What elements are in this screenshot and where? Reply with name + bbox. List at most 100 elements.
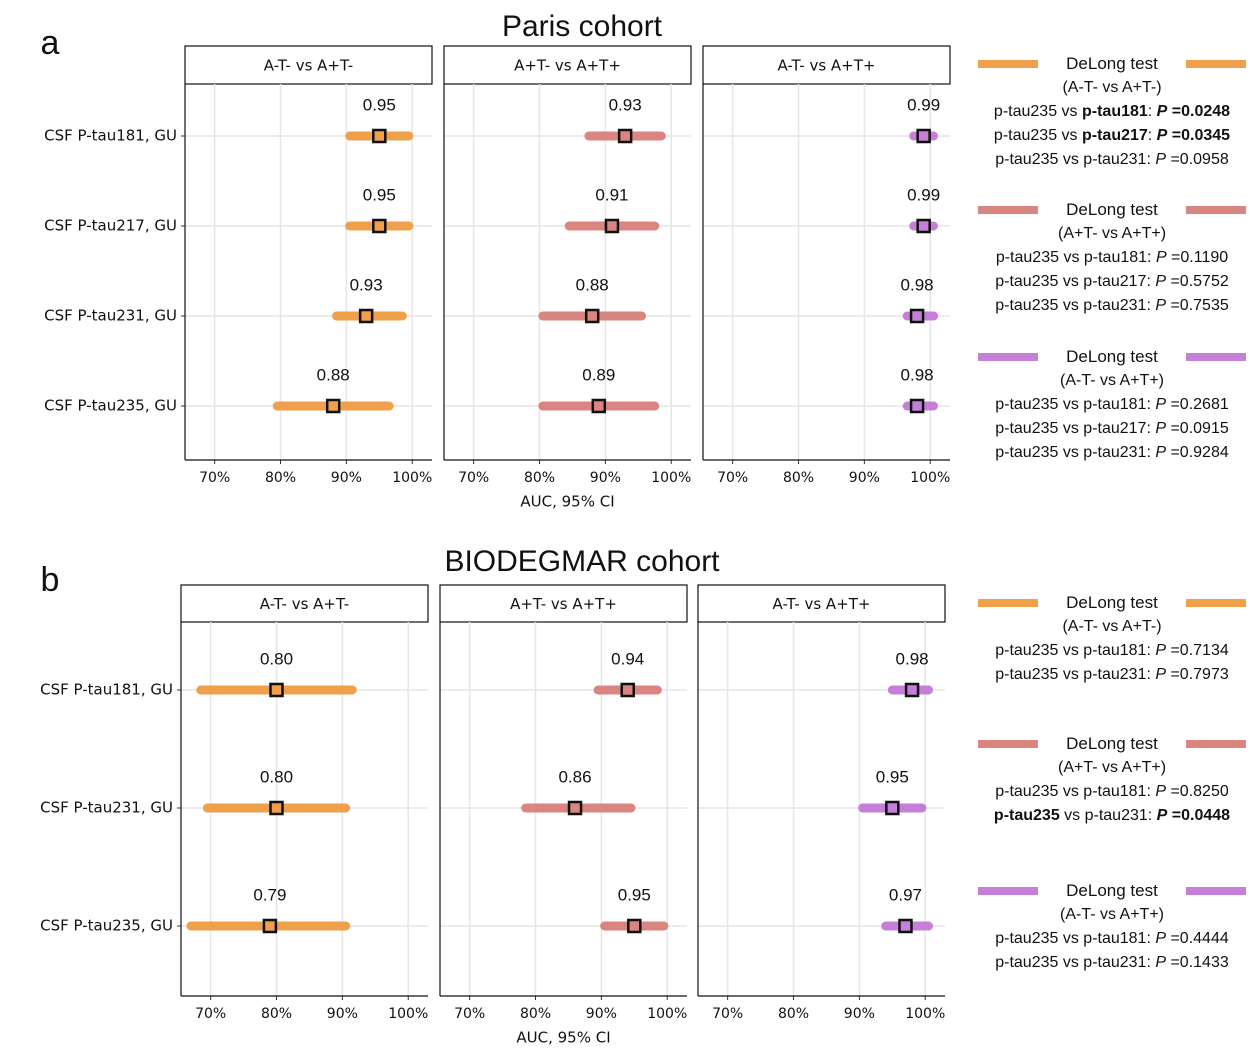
legend-swatch [1186, 599, 1246, 607]
test-row: p-tau235 vs p-tau217: P =0.0345 [978, 124, 1246, 148]
text: =0.7134 [1166, 642, 1229, 659]
test-block: DeLong test (A-T- vs A+T+) p-tau235 vs p-t… [978, 879, 1246, 975]
text: =0.1190 [1166, 249, 1229, 266]
point [269, 800, 284, 816]
test-header: DeLong test [978, 879, 1246, 903]
x-tick-label: 70% [454, 1006, 485, 1022]
text: p-tau235 vs [993, 127, 1082, 144]
row-label: CSF P-tau231, GU [40, 799, 173, 817]
x-tick-label: 70% [195, 1006, 226, 1022]
legend-swatch [1186, 740, 1246, 748]
legend-swatch [978, 887, 1038, 895]
row-label: CSF P-tau231, GU [44, 307, 177, 325]
text: =0.4444 [1166, 930, 1229, 947]
point [372, 128, 387, 144]
strip-title: A-T- vs A+T- [260, 595, 349, 613]
text: p-tau235 vs p-tau181: [995, 642, 1156, 659]
x-tick-label: 100% [388, 1006, 428, 1022]
text: =0.7535 [1166, 297, 1229, 314]
strip [702, 45, 951, 85]
x-tick-label: 70% [199, 470, 230, 486]
strip [439, 584, 688, 623]
value-label: 0.98 [896, 649, 929, 668]
legend-swatch [1186, 353, 1246, 361]
legend-swatch [978, 206, 1038, 214]
value-label: 0.93 [350, 275, 383, 294]
legend-swatch [978, 599, 1038, 607]
value-label: 0.80 [260, 767, 293, 786]
text: P [1155, 249, 1167, 266]
strip-title: A+T- vs A+T+ [514, 57, 621, 75]
text: P [1155, 273, 1167, 290]
legend-swatch [978, 353, 1038, 361]
text: p-tau181 [1081, 103, 1148, 120]
test-subtitle: (A+T- vs A+T+) [1057, 759, 1167, 776]
cohort-title: Paris cohort [502, 10, 663, 43]
point [604, 218, 620, 234]
row-label: CSF P-tau235, GU [44, 397, 177, 415]
strip [443, 45, 692, 85]
x-tick-label: 70% [717, 470, 748, 486]
text: =0.0345 [1167, 127, 1231, 144]
test-row: p-tau235 vs p-tau181: P =0.1190 [978, 246, 1246, 270]
text: =0.7973 [1166, 666, 1229, 683]
text: : [1147, 103, 1157, 120]
text: p-tau217 [1081, 127, 1148, 144]
strip-title: A-T- vs A+T+ [773, 595, 871, 613]
text: P [1155, 444, 1167, 461]
value-label: 0.95 [876, 767, 909, 786]
text: =0.2681 [1166, 396, 1229, 413]
text: p-tau235 vs p-tau231: [995, 444, 1156, 461]
x-tick-label: 80% [783, 470, 814, 486]
text: =0.0448 [1167, 807, 1231, 824]
x-tick-label: 80% [520, 1006, 551, 1022]
point [909, 398, 925, 414]
text: =0.5752 [1166, 273, 1229, 290]
test-title: DeLong test [1066, 734, 1158, 753]
point [262, 918, 278, 934]
test-title: DeLong test [1066, 200, 1158, 219]
point [372, 218, 387, 234]
value-label: 0.93 [609, 95, 642, 114]
x-tick-label: 100% [647, 1006, 687, 1022]
strip [697, 584, 946, 623]
test-title: DeLong test [1066, 347, 1158, 366]
test-row: p-tau235 vs p-tau181: P =0.7134 [978, 639, 1246, 663]
value-label: 0.86 [558, 767, 591, 786]
x-tick-label: 90% [327, 1006, 358, 1022]
text: P [1156, 103, 1168, 120]
x-tick-label: 70% [458, 470, 489, 486]
point [898, 918, 913, 934]
text: P [1155, 420, 1167, 437]
x-tick-label: 100% [392, 470, 432, 486]
point [358, 308, 374, 324]
test-row: p-tau235 vs p-tau181: P =0.2681 [978, 393, 1246, 417]
test-header: DeLong test [978, 198, 1246, 222]
legend-swatch [1186, 60, 1246, 68]
value-label: 0.88 [317, 365, 350, 384]
test-title: DeLong test [1066, 593, 1158, 612]
x-axis-label: AUC, 95% CI [520, 493, 614, 511]
text: =0.8250 [1166, 783, 1229, 800]
test-subtitle: (A-T- vs A+T+) [1059, 372, 1164, 389]
text: p-tau235 vs p-tau231: [995, 954, 1156, 971]
test-subtitle: (A-T- vs A+T+) [1059, 906, 1164, 923]
point [567, 800, 583, 816]
x-axis-label: AUC, 95% CI [516, 1029, 610, 1047]
value-label: 0.91 [595, 185, 628, 204]
point [909, 308, 925, 324]
test-block: DeLong test (A+T- vs A+T+) p-tau235 vs p-t… [978, 732, 1246, 828]
point [916, 128, 931, 144]
legend-swatch [1186, 206, 1246, 214]
test-title: DeLong test [1066, 54, 1158, 73]
test-row: p-tau235 vs p-tau181: P =0.4444 [978, 927, 1246, 951]
x-tick-label: 90% [590, 470, 621, 486]
value-label: 0.99 [907, 185, 940, 204]
text: =0.1433 [1166, 954, 1229, 971]
test-row: p-tau235 vs p-tau231: P =0.7535 [978, 294, 1246, 318]
test-header: DeLong test [978, 591, 1246, 615]
point [620, 682, 635, 698]
value-label: 0.98 [901, 365, 934, 384]
